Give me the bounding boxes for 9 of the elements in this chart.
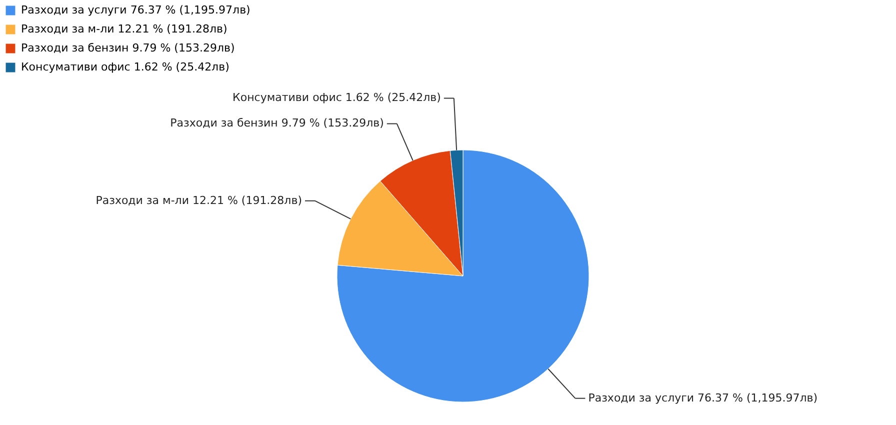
legend-label: Разходи за бензин 9.79 % (153.29лв): [21, 42, 235, 54]
slice-label: Разходи за бензин 9.79 % (153.29лв): [170, 116, 384, 130]
slice-label: Консумативи офис 1.62 % (25.42лв): [232, 91, 441, 104]
slice-label: Разходи за м-ли 12.21 % (191.28лв): [96, 194, 302, 207]
slice-label: Разходи за услуги 76.37 % (1,195.97лв): [588, 391, 818, 404]
legend-label: Консумативи офис 1.62 % (25.42лв): [21, 60, 230, 74]
pie-slice: [336, 150, 590, 402]
legend-label: Разходи за услуги 76.37 % (1,195.97лв): [21, 4, 250, 16]
legend-label: Разходи за м-ли 12.21 % (191.28лв): [21, 22, 228, 36]
